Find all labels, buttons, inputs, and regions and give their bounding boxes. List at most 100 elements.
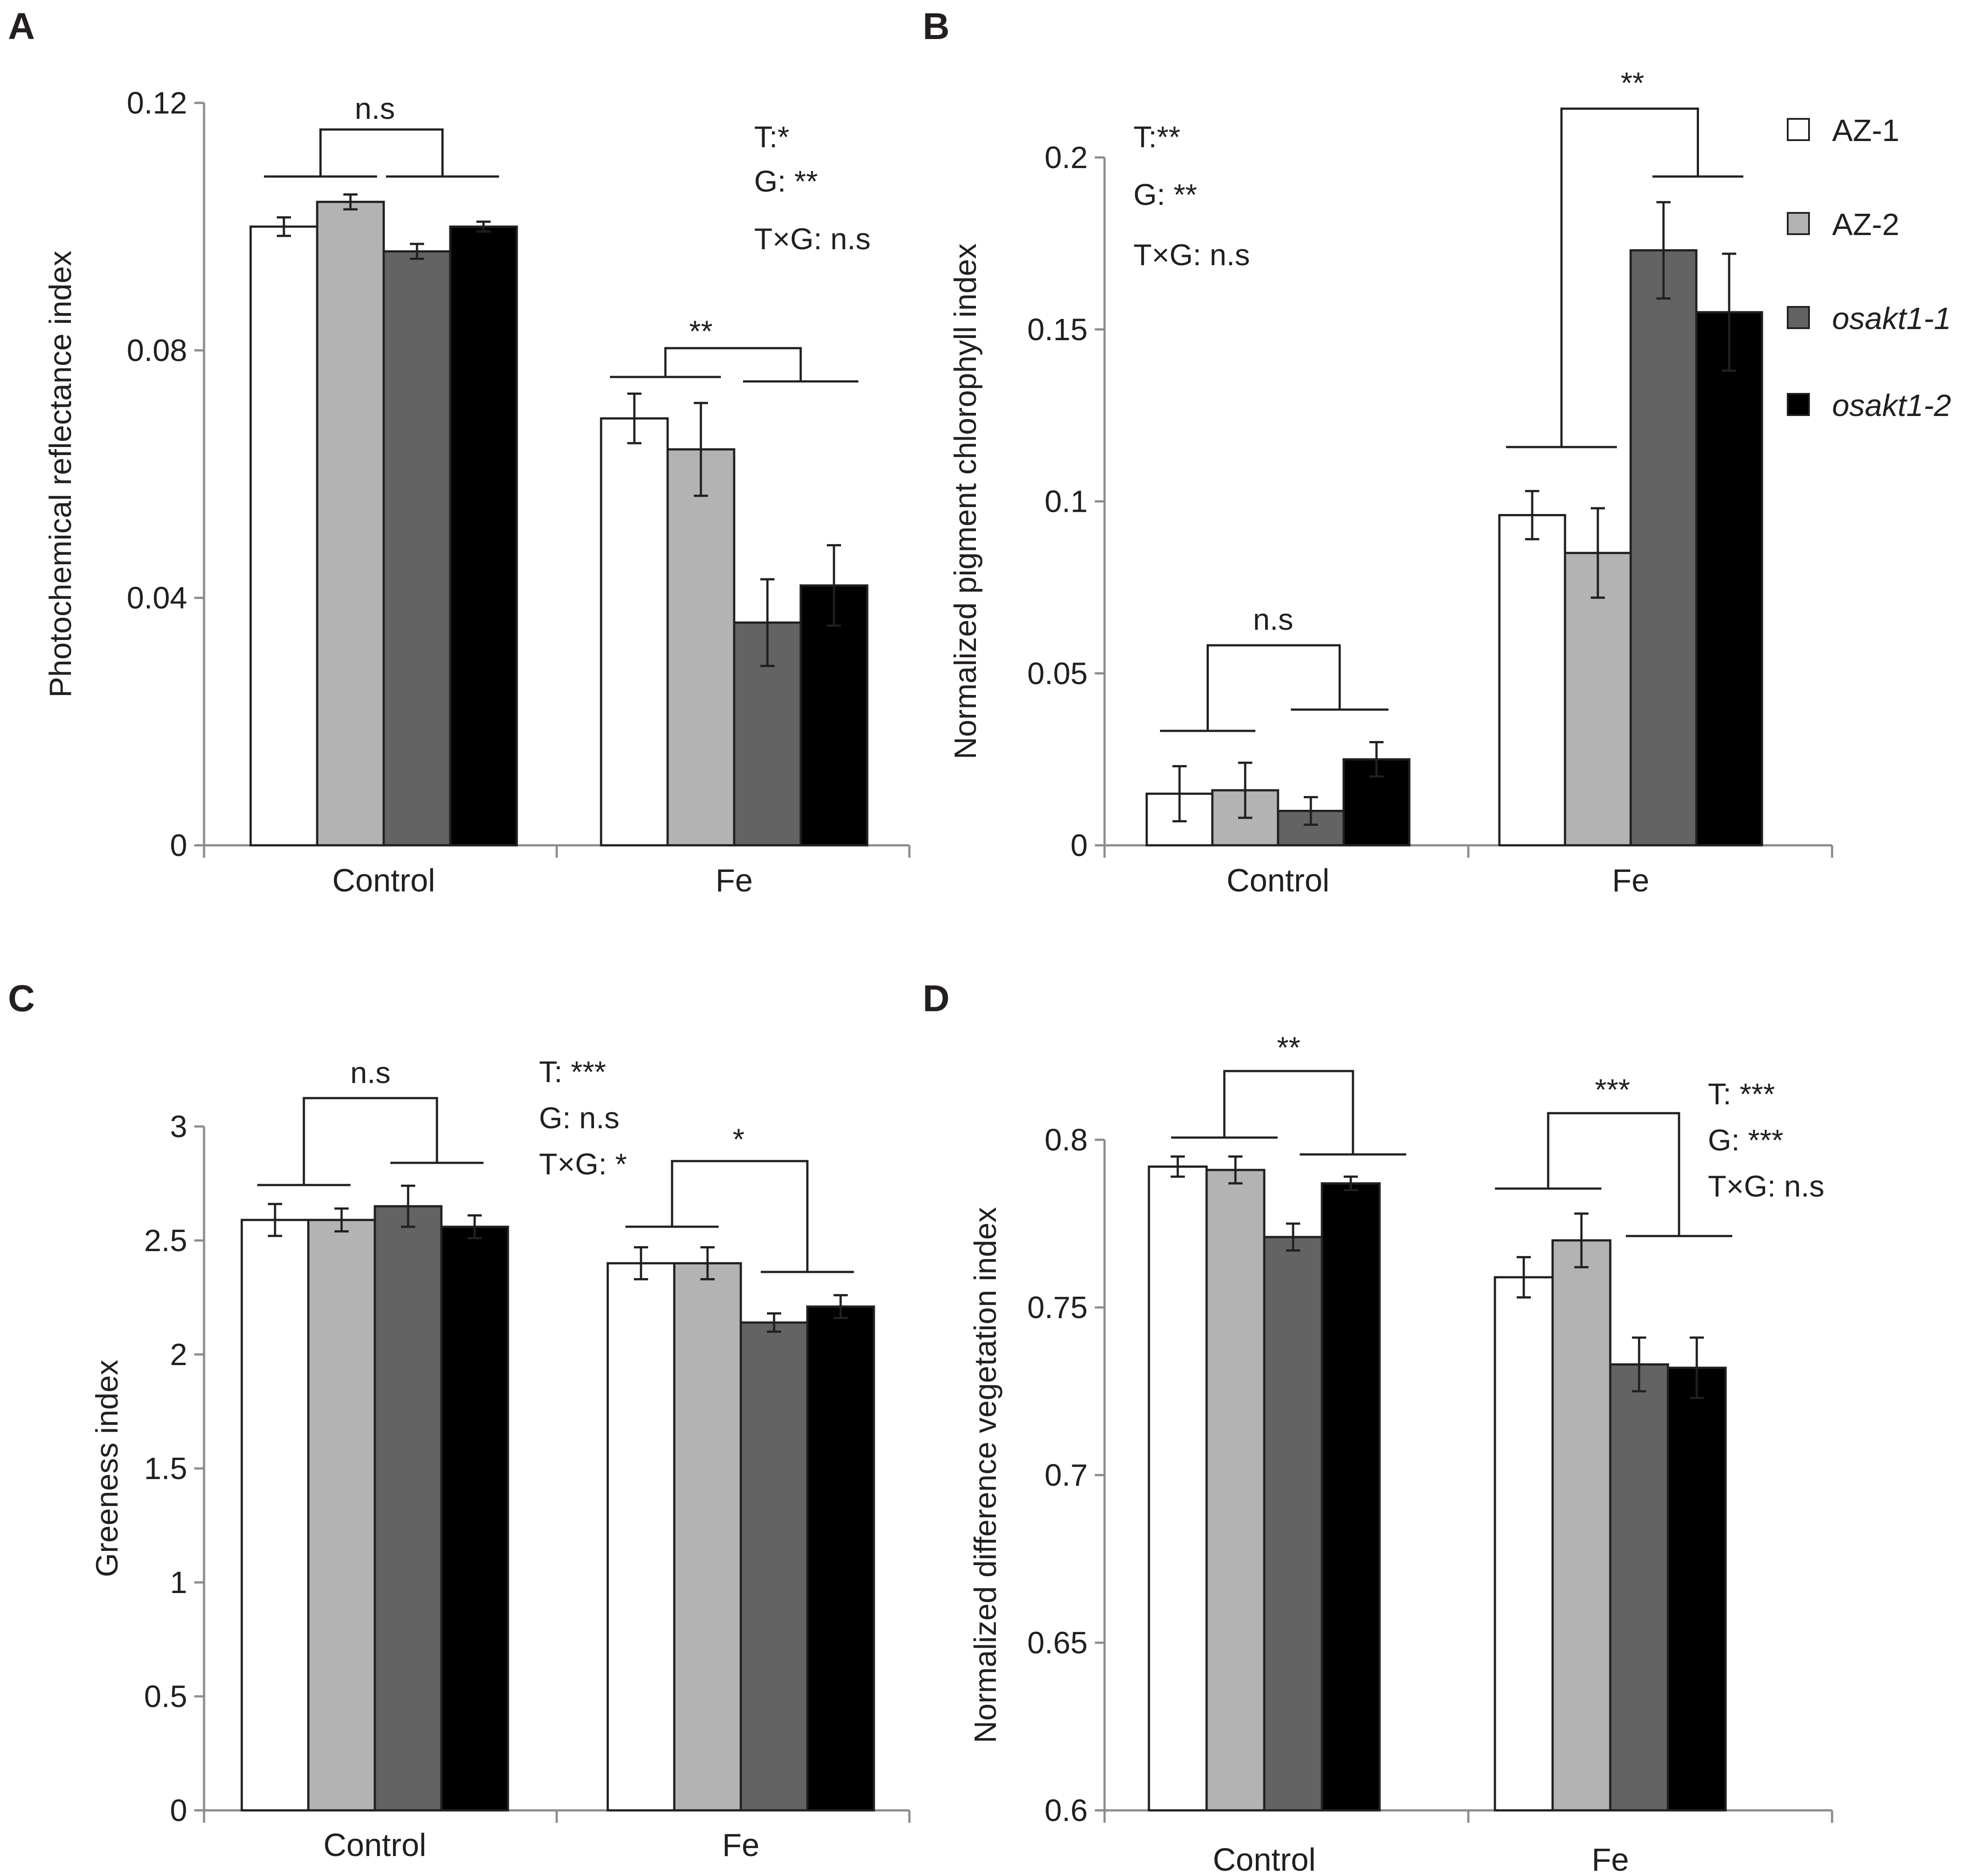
stats-line-d: T×G: n.s bbox=[1708, 1170, 1825, 1203]
y-tick-label-c: 1 bbox=[170, 1565, 187, 1600]
significance-label-a: n.s bbox=[355, 92, 395, 126]
category-label-b: Fe bbox=[1612, 863, 1649, 899]
y-tick-label-a: 0.12 bbox=[127, 86, 187, 120]
bar-b-osakt1-2-fe bbox=[1695, 311, 1763, 847]
panel-b: B 0 0.05 0.1 0.15 0.2 Normalized pigment chlo… bbox=[923, 5, 1833, 899]
panel-c: C 0 0.5 1 1.5 2 2.5 3 Greeness index Control Fe n.… bbox=[8, 977, 911, 1863]
y-tick-label-b: 0 bbox=[1070, 828, 1088, 863]
bracket-d bbox=[1547, 1112, 1680, 1236]
bar-c-osakt1-2-fe bbox=[806, 1305, 875, 1812]
y-tick-label-a: 0.08 bbox=[127, 333, 187, 368]
significance-label-a: ** bbox=[689, 314, 713, 348]
category-label-a: Fe bbox=[716, 863, 753, 899]
bracket-c bbox=[303, 1097, 438, 1185]
bar-b-osakt1-1-fe bbox=[1629, 249, 1698, 847]
bar-d-az2-control bbox=[1205, 1169, 1266, 1812]
bar-c-osakt1-2-control bbox=[440, 1225, 509, 1812]
legend-label-osakt1-2: osakt1-2 bbox=[1832, 388, 1951, 423]
bar-c-osakt1-1-control bbox=[374, 1205, 443, 1812]
y-tick-label-b: 0.15 bbox=[1027, 312, 1088, 347]
category-label-a: Control bbox=[332, 863, 435, 899]
y-tick-label-a: 0.04 bbox=[127, 581, 187, 615]
bracket-b bbox=[1207, 644, 1341, 731]
y-tick-label-b: 0.05 bbox=[1027, 656, 1088, 691]
stats-line-b: T:** bbox=[1133, 120, 1180, 154]
panel-letter-d: D bbox=[923, 977, 950, 1019]
y-axis-label-a: Photochemical reflectance index bbox=[43, 251, 78, 698]
bar-d-az1-fe bbox=[1494, 1276, 1554, 1812]
panel-a: A 0 0.04 0.08 0.12 Photochemical reflectance… bbox=[8, 5, 911, 899]
bracket-a bbox=[319, 128, 444, 177]
significance-label-c: * bbox=[733, 1122, 744, 1156]
bracket-b bbox=[1560, 107, 1699, 447]
category-label-d: Control bbox=[1213, 1842, 1316, 1876]
bar-a-az1-fe bbox=[600, 417, 669, 847]
significance-label-d: *** bbox=[1595, 1073, 1630, 1107]
panel-letter-c: C bbox=[8, 977, 35, 1019]
bar-a-osakt1-2-fe bbox=[799, 584, 869, 847]
y-axis-label-b: Normalized pigment chlorophyll index bbox=[948, 243, 983, 759]
y-tick-label-c: 0 bbox=[170, 1793, 187, 1828]
bar-d-osakt1-2-control bbox=[1321, 1182, 1381, 1812]
stats-line-a: T×G: n.s bbox=[754, 222, 871, 256]
bar-d-osakt1-1-control bbox=[1263, 1236, 1323, 1812]
category-label-d: Fe bbox=[1592, 1842, 1629, 1876]
y-tick-label-c: 1.5 bbox=[144, 1451, 187, 1486]
y-tick-label-c: 2.5 bbox=[144, 1223, 187, 1258]
y-tick-label-b: 0.1 bbox=[1045, 484, 1088, 519]
significance-label-b: n.s bbox=[1253, 603, 1294, 636]
bar-a-az2-control bbox=[316, 200, 385, 847]
bracket-d bbox=[1223, 1070, 1354, 1154]
panel-letter-a: A bbox=[8, 5, 35, 47]
panel-d: D 0.6 0.65 0.7 0.75 0.8 Normalized difference… bbox=[923, 977, 1833, 1876]
bar-c-az2-control bbox=[307, 1219, 376, 1812]
y-tick-label-b: 0.2 bbox=[1045, 140, 1088, 175]
bar-c-az2-fe bbox=[673, 1262, 742, 1812]
bar-c-osakt1-1-fe bbox=[739, 1321, 809, 1812]
bracket-c bbox=[671, 1160, 809, 1272]
legend-label-az2: AZ-2 bbox=[1832, 207, 1899, 242]
bar-d-osakt1-1-fe bbox=[1609, 1363, 1669, 1812]
bar-d-osakt1-2-fe bbox=[1667, 1366, 1727, 1812]
stats-line-b: T×G: n.s bbox=[1133, 238, 1250, 272]
y-tick-label-d: 0.8 bbox=[1045, 1122, 1088, 1157]
category-label-b: Control bbox=[1227, 863, 1329, 899]
significance-label-b: ** bbox=[1621, 66, 1644, 100]
bar-a-osakt1-2-control bbox=[449, 225, 518, 847]
significance-label-d: ** bbox=[1277, 1031, 1301, 1064]
legend-swatch-az1 bbox=[1787, 118, 1810, 141]
category-label-c: Fe bbox=[722, 1828, 759, 1863]
bar-a-az1-control bbox=[249, 225, 319, 847]
stats-line-a: T:* bbox=[754, 120, 789, 154]
stats-line-d: T: *** bbox=[1708, 1077, 1775, 1111]
legend-swatch-osakt1-2 bbox=[1787, 393, 1810, 416]
legend-label-osakt1-1: osakt1-1 bbox=[1832, 301, 1951, 336]
y-tick-label-c: 3 bbox=[170, 1109, 187, 1144]
bracket-a bbox=[664, 347, 802, 381]
stats-line-c: T×G: * bbox=[539, 1147, 627, 1181]
bar-c-az1-control bbox=[240, 1219, 310, 1812]
legend-swatch-az2 bbox=[1787, 212, 1810, 235]
y-tick-label-d: 0.6 bbox=[1045, 1793, 1088, 1828]
stats-line-c: T: *** bbox=[539, 1055, 606, 1089]
legend-swatch-osakt1-1 bbox=[1787, 306, 1810, 329]
y-axis-label-d: Normalized difference vegetation index bbox=[968, 1207, 1003, 1743]
category-label-c: Control bbox=[323, 1828, 426, 1863]
bar-d-az2-fe bbox=[1551, 1239, 1612, 1812]
legend-label-az1: AZ-1 bbox=[1832, 113, 1899, 148]
bar-c-az1-fe bbox=[606, 1262, 676, 1812]
y-axis-label-c: Greeness index bbox=[90, 1360, 124, 1577]
panel-letter-b: B bbox=[923, 5, 950, 47]
significance-label-c: n.s bbox=[350, 1056, 391, 1090]
bar-a-az2-fe bbox=[666, 448, 735, 847]
stats-line-a: G: ** bbox=[754, 165, 818, 198]
stats-line-d: G: *** bbox=[1708, 1123, 1783, 1157]
y-tick-label-d: 0.65 bbox=[1027, 1625, 1088, 1660]
y-tick-label-d: 0.7 bbox=[1045, 1458, 1088, 1492]
legend: AZ-1 AZ-2 osakt1-1 osakt1-2 bbox=[1787, 113, 1951, 423]
y-tick-label-c: 0.5 bbox=[144, 1679, 187, 1714]
bar-b-az2-fe bbox=[1564, 552, 1632, 847]
stats-line-c: G: n.s bbox=[539, 1101, 619, 1135]
y-tick-label-c: 2 bbox=[170, 1337, 187, 1372]
